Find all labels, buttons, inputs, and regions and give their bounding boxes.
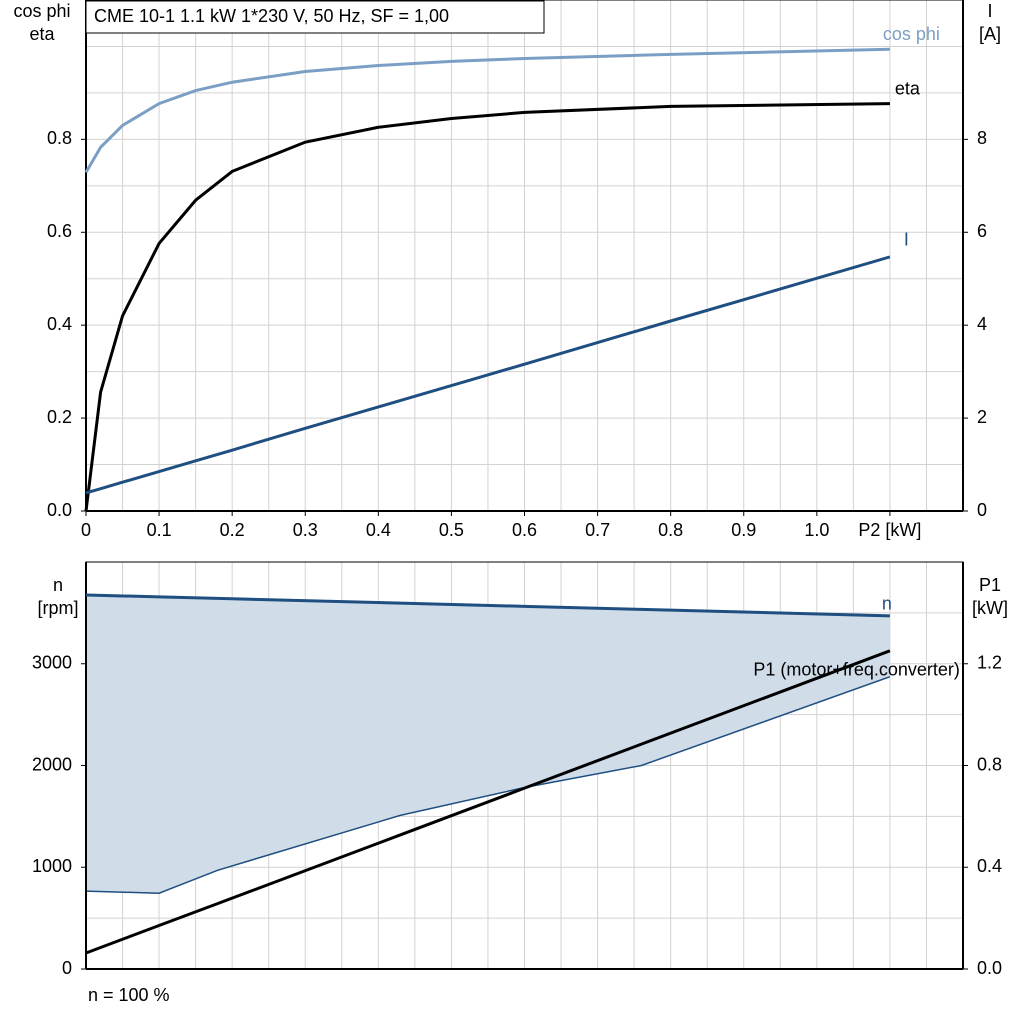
- series-label: I: [904, 230, 909, 250]
- series-label: cos phi: [883, 24, 940, 44]
- y-tick-label: 0.6: [47, 221, 72, 241]
- x-tick-label: 0.3: [293, 520, 318, 540]
- x-tick-label: 1.0: [804, 520, 829, 540]
- y-tick-label: 0.8: [47, 128, 72, 148]
- y-tick-label: 1000: [32, 856, 72, 876]
- y2-axis-label: I: [987, 1, 992, 21]
- chart-title: CME 10-1 1.1 kW 1*230 V, 50 Hz, SF = 1,0…: [94, 6, 449, 26]
- x-tick-label: 0.4: [366, 520, 391, 540]
- y-tick-label: 0.4: [47, 314, 72, 334]
- y2-tick-label: 0.0: [977, 958, 1002, 978]
- y2-tick-label: 2: [977, 407, 987, 427]
- y2-tick-label: 8: [977, 128, 987, 148]
- y-tick-label: 2000: [32, 754, 72, 774]
- series-line: [85, 255, 891, 495]
- y-tick-label: 3000: [32, 653, 72, 673]
- y-tick-label: 0.2: [47, 407, 72, 427]
- y-axis-label: eta: [29, 24, 55, 44]
- y2-axis-label: P1: [979, 575, 1001, 595]
- y-axis-label: n: [53, 575, 63, 595]
- x-tick-label: 0: [81, 520, 91, 540]
- x-tick-label: 0.2: [220, 520, 245, 540]
- x-tick-label: 0.9: [731, 520, 756, 540]
- series-label: P1 (motor+freq.converter): [753, 660, 960, 680]
- title-box: [85, 0, 545, 34]
- y-axis-label: cos phi: [13, 1, 70, 21]
- operating-band: [86, 594, 890, 894]
- y2-axis-label: [kW]: [972, 598, 1008, 618]
- series-line: [84, 47, 890, 174]
- y2-tick-label: 0.8: [977, 754, 1002, 774]
- series-label: eta: [895, 78, 921, 98]
- band-edge: [85, 675, 891, 894]
- y2-tick-label: 4: [977, 314, 987, 334]
- y-axis-label: [rpm]: [37, 598, 78, 618]
- series-line: [85, 649, 891, 955]
- x-tick-label: 0.1: [147, 520, 172, 540]
- x-tick-label: P2 [kW]: [858, 520, 921, 540]
- y2-tick-label: 0: [977, 500, 987, 520]
- series-line: [84, 102, 890, 512]
- y2-tick-label: 1.2: [977, 653, 1002, 673]
- x-tick-label: 0.6: [512, 520, 537, 540]
- y2-tick-label: 0.4: [977, 856, 1002, 876]
- x-tick-label: 0.7: [585, 520, 610, 540]
- note: n = 100 %: [88, 985, 170, 1005]
- y2-tick-label: 6: [977, 221, 987, 241]
- y2-axis-label: [A]: [979, 24, 1001, 44]
- x-tick-label: 0.8: [658, 520, 683, 540]
- y-tick-label: 0.0: [47, 500, 72, 520]
- series-label: n: [882, 594, 892, 614]
- y-tick-label: 0: [62, 958, 72, 978]
- series-line: [85, 593, 890, 618]
- x-tick-label: 0.5: [439, 520, 464, 540]
